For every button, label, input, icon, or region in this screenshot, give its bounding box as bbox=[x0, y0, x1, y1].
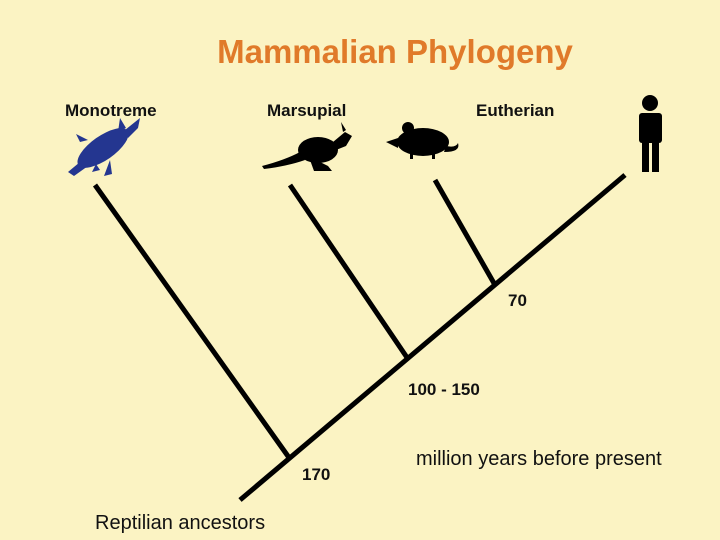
branch bbox=[287, 183, 411, 361]
root-label: Reptilian ancestors bbox=[95, 512, 265, 534]
branch bbox=[432, 178, 498, 287]
title: Mammalian Phylogeny bbox=[217, 33, 573, 70]
node-label: 170 bbox=[302, 465, 330, 484]
mouse-icon bbox=[386, 122, 459, 159]
branch bbox=[92, 183, 293, 461]
taxon-label: Eutherian bbox=[476, 101, 554, 120]
kangaroo-icon bbox=[262, 122, 352, 171]
taxon-label: Marsupial bbox=[267, 101, 346, 120]
node-label: 100 - 150 bbox=[408, 380, 480, 399]
caption: million years before present bbox=[416, 448, 662, 470]
trunk bbox=[238, 173, 627, 502]
node-label: 70 bbox=[508, 291, 527, 310]
platypus-icon bbox=[68, 118, 140, 176]
taxon-label: Monotreme bbox=[65, 101, 157, 120]
human-icon bbox=[639, 95, 662, 172]
